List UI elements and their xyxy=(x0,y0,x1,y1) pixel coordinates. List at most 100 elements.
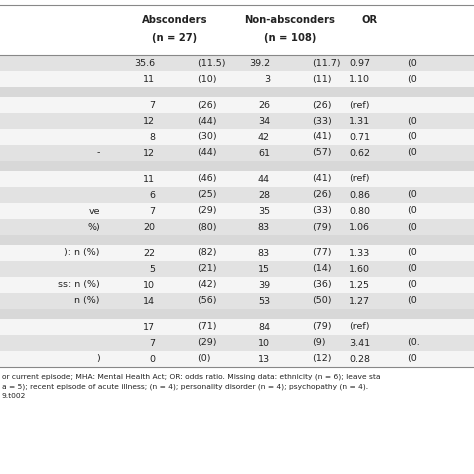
Text: 1.10: 1.10 xyxy=(349,74,370,83)
Text: 1.33: 1.33 xyxy=(349,248,370,257)
Text: 9.t002: 9.t002 xyxy=(2,393,27,399)
Text: (79): (79) xyxy=(312,322,331,331)
Bar xyxy=(0,55,474,71)
Text: 14: 14 xyxy=(143,297,155,306)
Text: 28: 28 xyxy=(258,191,270,200)
Text: 3: 3 xyxy=(264,74,270,83)
Bar xyxy=(0,71,474,87)
Text: (ref): (ref) xyxy=(349,322,370,331)
Text: 7: 7 xyxy=(149,338,155,347)
Text: (30): (30) xyxy=(197,133,217,142)
Text: Absconders: Absconders xyxy=(142,15,208,25)
Text: (46): (46) xyxy=(197,174,217,183)
Text: 53: 53 xyxy=(258,297,270,306)
Text: 0: 0 xyxy=(149,355,155,364)
Text: a = 5); recent episode of acute illness; (n = 4); personality disorder (n = 4); : a = 5); recent episode of acute illness;… xyxy=(2,383,368,390)
Text: (0: (0 xyxy=(407,58,417,67)
Text: (11.5): (11.5) xyxy=(197,58,226,67)
Text: 35.6: 35.6 xyxy=(134,58,155,67)
Text: (44): (44) xyxy=(197,117,217,126)
Text: (44): (44) xyxy=(197,148,217,157)
Text: (0: (0 xyxy=(407,297,417,306)
Text: (26): (26) xyxy=(312,191,331,200)
Text: 0.86: 0.86 xyxy=(349,191,370,200)
Text: 34: 34 xyxy=(258,117,270,126)
Text: 11: 11 xyxy=(143,74,155,83)
Text: (0: (0 xyxy=(407,191,417,200)
Text: 20: 20 xyxy=(143,222,155,231)
Bar xyxy=(0,219,474,235)
Text: 0.28: 0.28 xyxy=(349,355,370,364)
Text: (0: (0 xyxy=(407,133,417,142)
Text: (n = 27): (n = 27) xyxy=(153,33,198,43)
Text: 8: 8 xyxy=(149,133,155,142)
Text: (0.: (0. xyxy=(407,338,420,347)
Text: (56): (56) xyxy=(197,297,217,306)
Text: (0: (0 xyxy=(407,264,417,273)
Text: 0.62: 0.62 xyxy=(349,148,370,157)
Text: 17: 17 xyxy=(143,322,155,331)
Text: (77): (77) xyxy=(312,248,331,257)
Bar xyxy=(0,161,474,171)
Text: (0: (0 xyxy=(407,207,417,216)
Text: 0.97: 0.97 xyxy=(349,58,370,67)
Text: (11): (11) xyxy=(312,74,331,83)
Text: 13: 13 xyxy=(258,355,270,364)
Text: 1.06: 1.06 xyxy=(349,222,370,231)
Text: (57): (57) xyxy=(312,148,331,157)
Bar xyxy=(0,97,474,113)
Text: (26): (26) xyxy=(312,100,331,109)
Text: 15: 15 xyxy=(258,264,270,273)
Bar xyxy=(0,319,474,335)
Text: ss: n (%): ss: n (%) xyxy=(58,281,100,290)
Text: (25): (25) xyxy=(197,191,217,200)
Text: (82): (82) xyxy=(197,248,217,257)
Text: (71): (71) xyxy=(197,322,217,331)
Text: (41): (41) xyxy=(312,174,331,183)
Text: 61: 61 xyxy=(258,148,270,157)
Text: %): %) xyxy=(87,222,100,231)
Text: (0: (0 xyxy=(407,222,417,231)
Text: (80): (80) xyxy=(197,222,217,231)
Text: 1.27: 1.27 xyxy=(349,297,370,306)
Bar xyxy=(0,245,474,261)
Text: (26): (26) xyxy=(197,100,217,109)
Text: (42): (42) xyxy=(197,281,217,290)
Text: (0): (0) xyxy=(197,355,210,364)
Text: OR: OR xyxy=(362,15,378,25)
Text: 0.71: 0.71 xyxy=(349,133,370,142)
Text: (21): (21) xyxy=(197,264,217,273)
Bar xyxy=(0,187,474,203)
Text: (0: (0 xyxy=(407,281,417,290)
Text: 84: 84 xyxy=(258,322,270,331)
Text: (33): (33) xyxy=(312,117,332,126)
Bar xyxy=(0,351,474,367)
Text: 22: 22 xyxy=(143,248,155,257)
Text: 39: 39 xyxy=(258,281,270,290)
Text: 6: 6 xyxy=(149,191,155,200)
Text: Non-absconders: Non-absconders xyxy=(245,15,336,25)
Text: 7: 7 xyxy=(149,207,155,216)
Bar xyxy=(0,293,474,309)
Text: (9): (9) xyxy=(312,338,326,347)
Text: 11: 11 xyxy=(143,174,155,183)
Bar xyxy=(0,171,474,187)
Text: (79): (79) xyxy=(312,222,331,231)
Text: (29): (29) xyxy=(197,338,217,347)
Text: (10): (10) xyxy=(197,74,217,83)
Text: (29): (29) xyxy=(197,207,217,216)
Text: (0: (0 xyxy=(407,355,417,364)
Text: 12: 12 xyxy=(143,148,155,157)
Text: 1.25: 1.25 xyxy=(349,281,370,290)
Text: 44: 44 xyxy=(258,174,270,183)
Text: 10: 10 xyxy=(143,281,155,290)
Text: (50): (50) xyxy=(312,297,331,306)
Bar xyxy=(0,261,474,277)
Text: 12: 12 xyxy=(143,117,155,126)
Bar xyxy=(0,335,474,351)
Bar xyxy=(0,277,474,293)
Text: (0: (0 xyxy=(407,74,417,83)
Text: (ref): (ref) xyxy=(349,100,370,109)
Text: 42: 42 xyxy=(258,133,270,142)
Text: 39.2: 39.2 xyxy=(249,58,270,67)
